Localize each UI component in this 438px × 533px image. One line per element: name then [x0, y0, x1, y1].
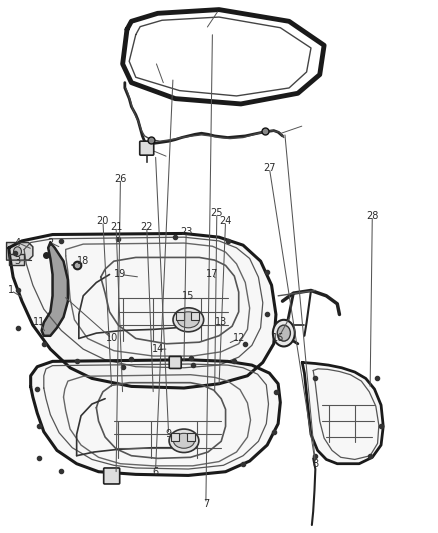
Ellipse shape	[173, 308, 204, 332]
Ellipse shape	[177, 312, 199, 328]
Polygon shape	[7, 243, 33, 260]
Polygon shape	[42, 243, 68, 336]
FancyBboxPatch shape	[169, 357, 181, 368]
Text: 1: 1	[8, 286, 14, 295]
Text: 28: 28	[366, 211, 378, 221]
Text: 17: 17	[206, 270, 219, 279]
Text: 27: 27	[263, 163, 276, 173]
FancyBboxPatch shape	[104, 468, 120, 484]
Text: 10: 10	[106, 334, 118, 343]
Text: 21: 21	[110, 222, 122, 231]
Polygon shape	[9, 254, 24, 265]
Text: 7: 7	[203, 499, 209, 508]
Text: 4: 4	[14, 238, 21, 247]
Ellipse shape	[173, 433, 194, 448]
Bar	[176, 312, 184, 320]
Text: 15: 15	[182, 291, 194, 301]
Ellipse shape	[169, 429, 199, 453]
Text: 26: 26	[114, 174, 127, 183]
Text: 11: 11	[33, 318, 46, 327]
Text: 25: 25	[211, 208, 223, 218]
Text: 23: 23	[180, 227, 192, 237]
Ellipse shape	[277, 325, 290, 341]
Bar	[191, 312, 199, 320]
Text: 22: 22	[141, 222, 153, 231]
Text: 14: 14	[152, 344, 164, 354]
Bar	[171, 433, 179, 441]
Text: 3: 3	[14, 256, 21, 266]
Polygon shape	[9, 233, 276, 388]
FancyBboxPatch shape	[140, 141, 154, 155]
Text: 18: 18	[77, 256, 89, 266]
Bar	[187, 433, 194, 441]
Text: 6: 6	[152, 467, 159, 477]
Text: 2: 2	[47, 238, 53, 247]
Ellipse shape	[273, 320, 295, 346]
Polygon shape	[31, 360, 280, 475]
Text: 12: 12	[233, 334, 245, 343]
Ellipse shape	[14, 247, 21, 256]
Polygon shape	[302, 362, 383, 464]
Text: 20: 20	[97, 216, 109, 226]
Text: 19: 19	[114, 270, 127, 279]
Text: 8: 8	[312, 459, 318, 469]
Text: 24: 24	[219, 216, 232, 226]
Text: 9: 9	[166, 430, 172, 439]
Text: 13: 13	[215, 318, 227, 327]
Text: 16: 16	[272, 334, 284, 343]
